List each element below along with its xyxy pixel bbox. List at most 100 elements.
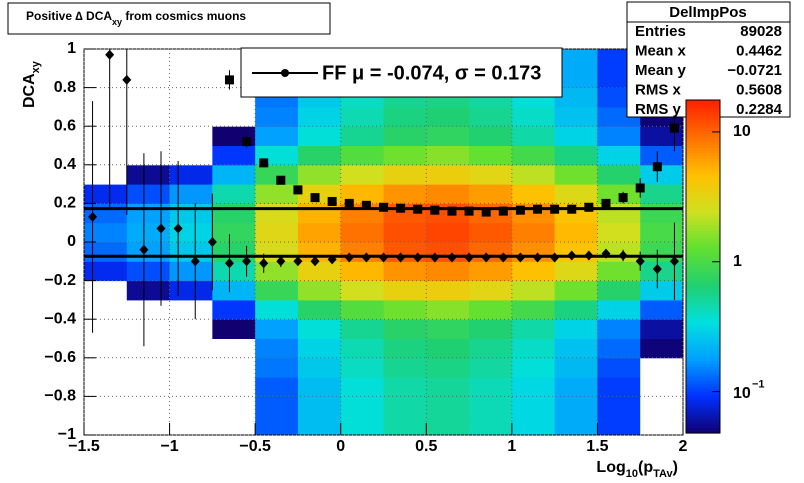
marker — [224, 75, 234, 85]
heat-cell — [554, 357, 598, 378]
heat-cell — [84, 145, 128, 166]
colorbar-slice — [686, 396, 720, 401]
heat-cell — [597, 415, 641, 436]
marker — [242, 256, 252, 267]
heat-cell — [84, 299, 128, 320]
colorbar-slice — [686, 238, 720, 243]
colorbar-slice — [686, 113, 720, 118]
heat-cell — [212, 319, 256, 339]
heat-cell — [383, 396, 427, 417]
colorbar-slice — [686, 377, 720, 381]
heat-cell — [511, 126, 556, 146]
colorbar-slice — [686, 310, 720, 315]
colorbar-slice — [686, 127, 720, 132]
marker — [396, 203, 406, 213]
heat-cell — [84, 280, 128, 301]
x-label-b: (p — [638, 459, 653, 476]
y-tick-label: 0.8 — [54, 79, 76, 96]
x-tick-label: 2 — [679, 438, 688, 455]
heat-cell — [469, 280, 513, 301]
heat-cell — [511, 184, 556, 204]
marker — [464, 252, 474, 263]
heat-cell — [84, 203, 128, 224]
heat-cell — [340, 261, 384, 282]
heat-cell — [84, 319, 128, 339]
colorbar-slice — [686, 344, 720, 348]
marker — [618, 250, 628, 261]
heat-cell — [126, 242, 171, 262]
colorbar-slice — [686, 413, 720, 417]
heat-cell — [426, 377, 470, 397]
heat-cell — [297, 261, 342, 282]
heat-cell — [597, 261, 641, 282]
heat-cell — [212, 222, 256, 243]
heat-cell — [340, 377, 384, 397]
heat-cell — [297, 222, 342, 243]
stats-title: DelImpPos — [669, 4, 747, 21]
stats-value: 0.5608 — [736, 81, 782, 98]
colorbar-slice — [686, 322, 720, 326]
colorbar-slice — [686, 266, 720, 270]
marker — [669, 123, 679, 133]
heat-cell — [426, 357, 470, 378]
title-rest: from cosmics muons — [122, 9, 246, 23]
stats-label: Mean x — [635, 42, 687, 59]
colorbar-slice — [686, 349, 720, 354]
heat-cell — [340, 106, 384, 127]
heat-cell — [597, 280, 641, 301]
heat-cell — [554, 261, 598, 282]
heat-cell — [511, 222, 556, 243]
heat-cell — [212, 184, 256, 204]
heat-cell — [126, 164, 171, 185]
heat-cell — [126, 319, 171, 339]
heat-cell — [126, 396, 171, 417]
x-tick-label: 0.5 — [415, 438, 437, 455]
heat-cell — [84, 377, 128, 397]
heat-cell — [469, 377, 513, 397]
heat-cell — [469, 184, 513, 204]
heat-cell — [255, 203, 299, 224]
colorbar-slice — [686, 366, 720, 370]
marker — [259, 258, 269, 269]
heat-cell — [640, 242, 684, 262]
marker — [327, 196, 337, 206]
marker — [635, 256, 645, 267]
colorbar-slice — [686, 122, 720, 126]
heat-cell — [469, 338, 513, 359]
heat-cell — [169, 222, 213, 243]
colorbar-slice — [686, 297, 720, 301]
marker — [652, 162, 662, 172]
heat-cell — [554, 222, 598, 243]
x-tick-label: 1.5 — [586, 438, 608, 455]
heat-cell — [84, 126, 128, 146]
colorbar-slice — [686, 144, 720, 148]
heat-cell — [469, 396, 513, 417]
heat-cell — [640, 357, 684, 378]
marker — [618, 193, 628, 203]
marker — [550, 252, 560, 263]
x-label-a: Log — [596, 459, 625, 476]
colorbar-slice — [686, 358, 720, 362]
y-label-text: DCA — [21, 73, 38, 108]
heat-cell — [297, 299, 342, 320]
heat-cell — [383, 357, 427, 378]
stats-value: −0.0721 — [727, 62, 782, 79]
marker — [447, 252, 457, 263]
heat-cell — [212, 396, 256, 417]
marker — [481, 207, 491, 217]
colorbar-slice — [686, 288, 720, 293]
colorbar-slice — [686, 102, 720, 107]
legend: FF μ = -0.074, σ = 0.173 — [240, 47, 563, 98]
legend-marker — [281, 69, 289, 77]
heat-cell — [340, 145, 384, 166]
heat-cell — [255, 415, 299, 436]
heat-cell — [297, 280, 342, 301]
y-tick-label: 0.2 — [54, 195, 76, 212]
heat-cell — [340, 396, 384, 417]
colorbar-slice — [686, 294, 720, 298]
marker — [361, 252, 371, 263]
heat-cell — [169, 203, 213, 224]
heat-cell — [383, 222, 427, 243]
marker — [413, 204, 423, 214]
heat-cell — [640, 338, 684, 359]
